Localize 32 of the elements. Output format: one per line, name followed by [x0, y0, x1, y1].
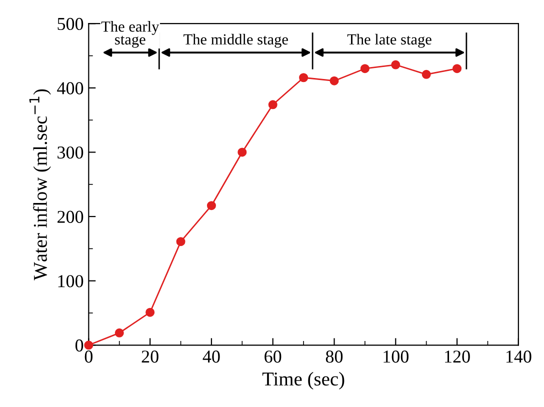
x-tick-label: 140	[506, 350, 532, 363]
point	[206, 201, 216, 210]
x-tick-label: 80	[326, 350, 343, 363]
point	[452, 64, 462, 74]
x-tick-label: 20	[142, 350, 158, 363]
point	[146, 308, 155, 317]
point	[238, 148, 247, 157]
point	[360, 64, 370, 74]
point	[422, 70, 431, 79]
y-tick-label: 300	[58, 146, 84, 159]
annotation: The middle stage	[184, 34, 288, 48]
point	[330, 76, 339, 86]
point	[114, 328, 124, 338]
y-tick-label: 200	[58, 210, 84, 223]
y-tick-label: 100	[58, 275, 84, 288]
point	[391, 60, 400, 70]
point	[299, 73, 308, 82]
y-tick-label: 400	[57, 82, 84, 94]
point	[176, 237, 186, 246]
x-axis-title: Time (sec)	[262, 372, 344, 390]
annotation: The early stage	[101, 20, 160, 48]
x-tick-label: 120	[445, 350, 470, 363]
y-tick-label: 500	[58, 18, 84, 30]
x-tick-label: 40	[202, 350, 220, 363]
y-axis-title: Water inflow (ml.sec$^{−1}$)	[29, 89, 51, 280]
x-tick-label: 0	[84, 350, 92, 363]
point	[84, 340, 94, 350]
x-tick-label: 100	[384, 350, 408, 363]
annotation: The late stage	[347, 34, 432, 48]
point	[268, 100, 278, 110]
x-tick-label: 60	[264, 350, 282, 363]
y-tick-label: 0	[75, 339, 84, 352]
